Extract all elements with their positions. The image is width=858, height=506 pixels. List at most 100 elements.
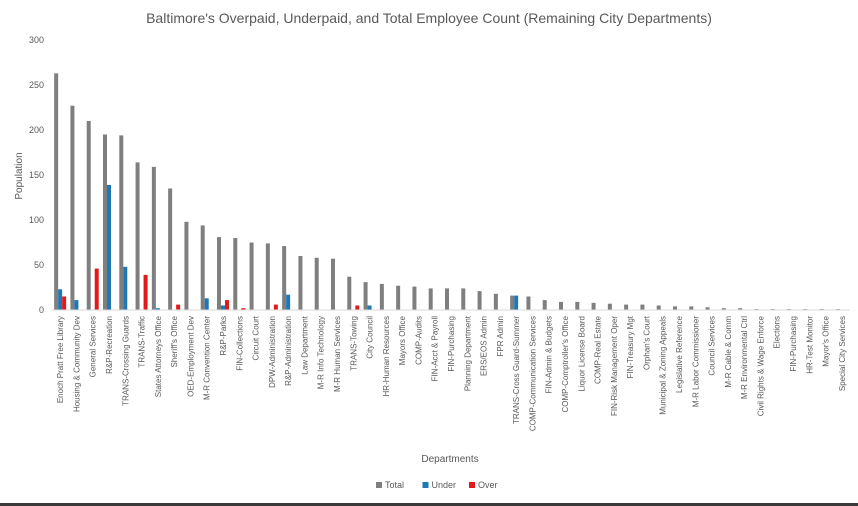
x-tick-label: Municipal & Zoning Appeals — [659, 316, 668, 415]
x-tick-label: HR-Human Resources — [382, 316, 391, 396]
x-tick-label: Planning Department — [463, 315, 472, 391]
bar-total — [428, 288, 433, 310]
bar-total — [705, 307, 710, 310]
x-tick-label: M-R Cable & Comm — [724, 316, 733, 388]
bar-over — [176, 304, 181, 310]
x-tick-label: FIN-Collections — [235, 316, 244, 371]
bar-total — [607, 303, 612, 310]
bar-total — [591, 302, 596, 310]
bar-over — [143, 274, 148, 310]
x-tick-label: COMP-Audits — [414, 316, 423, 365]
x-tick-label: OED-Employment Dev — [186, 316, 195, 397]
bar-over — [94, 268, 99, 310]
bar-total — [103, 134, 107, 310]
x-tick-label: Council Services — [708, 316, 717, 376]
legend-label-over: Over — [478, 480, 498, 490]
x-tick-label: Mayors Office — [398, 315, 407, 365]
bar-total — [526, 296, 531, 310]
x-tick-label: ERS/EOS Admin — [480, 316, 489, 376]
bar-under — [74, 300, 79, 310]
bar-total — [738, 308, 743, 310]
x-tick-label: M-R Environmental Ctrl — [740, 316, 749, 399]
bar-total — [265, 243, 270, 310]
x-tick-label: R&P-Administration — [284, 316, 293, 386]
bar-total — [493, 293, 498, 310]
bar-total — [559, 301, 563, 310]
legend-swatch-over — [469, 482, 475, 488]
x-tick-label: FIN-Purchasing — [789, 316, 798, 372]
x-tick-label: M-R Labor Commissioner — [691, 316, 700, 407]
bar-total — [151, 166, 156, 310]
x-tick-label: M-R Human Services — [333, 316, 342, 392]
x-tick-label: FIN-Purchasing — [447, 316, 456, 372]
bar-total — [396, 285, 401, 310]
bar-over — [241, 308, 246, 310]
x-tick-label: TRANS-Crossing Guards — [121, 316, 130, 406]
bar-total — [689, 306, 694, 310]
bar-total — [184, 221, 189, 310]
y-tick-label: 0 — [39, 305, 44, 315]
bars — [54, 73, 840, 310]
bar-total — [314, 257, 319, 310]
x-tick-label: DPW-Administration — [268, 316, 277, 388]
x-tick-label: TRANS-Cross Guard-Summer — [512, 316, 521, 424]
x-tick-label: Civil Rights & Wage Enforce — [756, 315, 765, 416]
x-tick-label: Orphan's Court — [642, 315, 651, 370]
bar-over — [62, 296, 67, 310]
x-tick-label: COMP-Communication Services — [528, 316, 537, 431]
bar-over — [355, 305, 360, 310]
y-tick-label: 150 — [29, 170, 44, 180]
x-tick-label: R&P-Recreation — [105, 316, 114, 374]
bar-total — [656, 305, 661, 310]
bar-total — [298, 256, 303, 310]
y-tick-label: 200 — [29, 125, 44, 135]
x-tick-label: FIN-Acct & Payroll — [431, 316, 440, 382]
bar-under — [204, 298, 209, 310]
x-tick-label: FIN-Treasury Mgt — [626, 315, 635, 378]
y-tick-label: 300 — [29, 35, 44, 45]
x-tick-label: M-R Info Technology — [317, 316, 326, 389]
x-tick-label: Legislative Reference — [675, 315, 684, 392]
x-tick-label: States Attorneys Office — [154, 315, 163, 397]
bar-total — [200, 225, 205, 310]
bar-total — [86, 121, 91, 310]
bar-total — [542, 300, 547, 310]
legend-label-total: Total — [385, 480, 404, 490]
x-tick-label: Housing & Community Dev — [72, 316, 81, 412]
x-tick-label: FIN-Admin & Budgets — [545, 316, 554, 393]
x-tick-label: Special City Services — [838, 316, 847, 391]
x-tick-label: Liquor License Board — [577, 316, 586, 392]
bar-total — [363, 282, 368, 310]
x-tick-label: Law Department — [300, 315, 309, 374]
bar-total — [575, 301, 580, 310]
x-tick-label: TRANS-Towing — [349, 316, 358, 371]
bar-total — [70, 105, 75, 310]
bar-total — [135, 162, 140, 310]
chart-title: Baltimore's Overpaid, Underpaid, and Tot… — [146, 10, 712, 26]
bar-over — [225, 300, 229, 310]
bar-total — [721, 308, 726, 310]
x-tick-label: M-R Convention Center — [203, 316, 212, 400]
bar-total — [412, 286, 417, 310]
x-tick-label: General Services — [89, 316, 98, 377]
legend-label-under: Under — [432, 480, 457, 490]
x-tick-label: Sheriff's Office — [170, 315, 179, 367]
x-tick-label: Elections — [773, 316, 782, 348]
x-tick-label: COMP-Comptroller's Office — [561, 315, 570, 412]
frame-bottom-border — [0, 503, 858, 506]
bar-total — [282, 246, 287, 310]
bar-total — [249, 242, 254, 310]
bar-total — [331, 258, 335, 310]
y-tick-label: 50 — [34, 260, 44, 270]
x-tick-label: HR-Test Monitor — [805, 316, 814, 374]
legend-swatch-under — [422, 482, 429, 488]
bar-total — [624, 304, 629, 310]
bar-under — [123, 266, 128, 310]
x-tick-label: Enoch Pratt Free Library — [56, 316, 65, 403]
y-tick-label: 100 — [29, 215, 44, 225]
bar-over — [273, 304, 278, 310]
bar-under — [221, 305, 225, 310]
bar-total — [119, 135, 124, 310]
x-tick-label: City Council — [366, 316, 375, 359]
